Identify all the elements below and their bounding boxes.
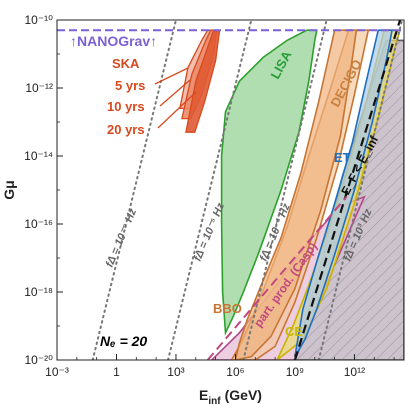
x-tick-label: 10⁻³: [45, 365, 69, 379]
y-tick-label: 10⁻¹⁴: [24, 149, 53, 163]
dotted-line-4: [317, 20, 404, 360]
ska-20yrs-label: 20 yrs: [107, 122, 145, 137]
x-tick-label: 10³: [167, 365, 184, 379]
plot-area: [57, 20, 404, 360]
x-tick-label: 10⁶: [226, 365, 244, 379]
y-axis-title: Gμ: [1, 180, 17, 199]
x-axis-title-sub: inf: [208, 396, 221, 407]
y-tick-label: 10⁻¹⁰: [25, 13, 54, 27]
x-axis-title-unit: (GeV): [225, 387, 262, 403]
dotted-line-3: [242, 20, 328, 360]
y-tick-label: 10⁻¹²: [25, 81, 53, 95]
bbo-label: BBO: [213, 301, 242, 316]
ce-label: CE: [285, 324, 303, 339]
dotted-line-label: fΔ = 10⁻⁹ Hz: [104, 207, 140, 270]
dashed-line-ef: [293, 20, 402, 360]
region-et: [294, 29, 394, 358]
dotted-line-2: [167, 20, 253, 360]
ska-connector: [157, 91, 197, 129]
ska-5yrs-label: 5 yrs: [115, 78, 145, 93]
y-tick-label: 10⁻¹⁶: [24, 217, 53, 231]
x-axis-title: Einf (GeV): [199, 387, 262, 407]
y-tick-label: 10⁻¹⁸: [24, 285, 53, 299]
x-axis-title-main: E: [199, 387, 208, 403]
dotted-line-1: [91, 20, 177, 360]
x-tick-label: 10¹²: [344, 365, 365, 379]
nanograv-label: ↑NANOGrav↑: [70, 33, 157, 49]
ska-label: SKA: [112, 56, 140, 71]
ska-connector: [154, 67, 189, 85]
ne-label: Nₑ = 20: [100, 333, 147, 349]
ska-10yrs-label: 10 yrs: [107, 99, 145, 114]
y-tick-label: 10⁻²⁰: [25, 353, 54, 367]
x-tick-label: 10⁹: [286, 365, 305, 379]
axis-ticks: 10⁻³ 1 10³ 10⁶ 10⁹ 10¹² 10⁻¹⁰ 10⁻¹² 10⁻¹⁴ 10⁻¹⁶ 10…: [24, 13, 395, 379]
et-label: ET: [334, 150, 351, 165]
dashed-line-particle: [206, 196, 348, 360]
x-tick-label: 1: [113, 365, 120, 379]
ska-connector: [159, 79, 191, 107]
